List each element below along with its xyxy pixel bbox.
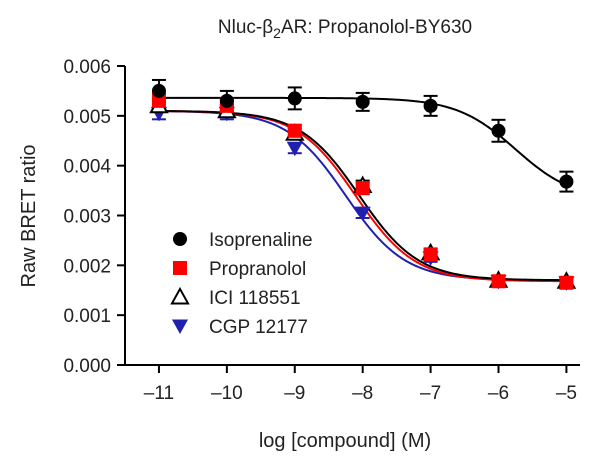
data-points: [149, 83, 577, 291]
data-point: [355, 181, 370, 196]
data-point: [559, 275, 574, 290]
legend-label: Isoprenaline: [209, 230, 313, 251]
x-tick-label: –5: [556, 383, 577, 404]
data-point: [219, 93, 234, 108]
data-point: [423, 247, 438, 262]
x-tick-label: –7: [420, 383, 441, 404]
axes: 0.000 0.001 0.002 0.003 0.004 0.005 0.006 –11 –1…: [63, 57, 580, 404]
data-point: [151, 83, 166, 98]
data-point: [287, 123, 302, 138]
legend-marker: [173, 261, 187, 275]
y-tick-label: 0.001: [63, 306, 111, 327]
data-point: [355, 94, 370, 109]
data-point: [491, 274, 506, 289]
y-tick-label: 0.004: [63, 157, 111, 178]
legend: Isoprenaline Propranolol ICI 118551 CGP 121…: [170, 230, 313, 338]
x-tick-label: –8: [352, 383, 373, 404]
y-tick-label: 0.005: [63, 107, 111, 128]
fit-curve: [158, 110, 567, 282]
y-tick-label: 0.000: [63, 356, 111, 377]
legend-marker: [170, 286, 190, 305]
y-axis-label: Raw BRET ratio: [18, 144, 40, 287]
fit-curve: [158, 110, 567, 282]
fit-curve: [158, 110, 567, 283]
data-point: [287, 91, 302, 106]
chart-title: Nluc-β2AR: Propanolol-BY630: [218, 17, 472, 41]
x-tick-label: –11: [144, 383, 174, 404]
x-tick-label: –9: [284, 383, 305, 404]
data-point: [151, 93, 166, 108]
legend-label: ICI 118551: [209, 288, 301, 309]
data-point: [354, 206, 371, 222]
y-tick-label: 0.006: [63, 57, 111, 78]
legend-label: CGP 12177: [209, 317, 308, 338]
data-point: [286, 141, 303, 157]
legend-label: Propranolol: [209, 259, 306, 280]
x-tick-label: –6: [488, 383, 509, 404]
x-axis-label: log [compound] (M): [259, 430, 431, 452]
y-tick-label: 0.003: [63, 207, 111, 228]
data-point: [559, 174, 574, 189]
y-tick-label: 0.002: [63, 256, 111, 277]
legend-marker: [171, 319, 189, 335]
x-tick-label: –10: [211, 383, 243, 404]
legend-marker: [173, 232, 187, 246]
data-point: [423, 98, 438, 113]
data-point: [491, 123, 506, 138]
